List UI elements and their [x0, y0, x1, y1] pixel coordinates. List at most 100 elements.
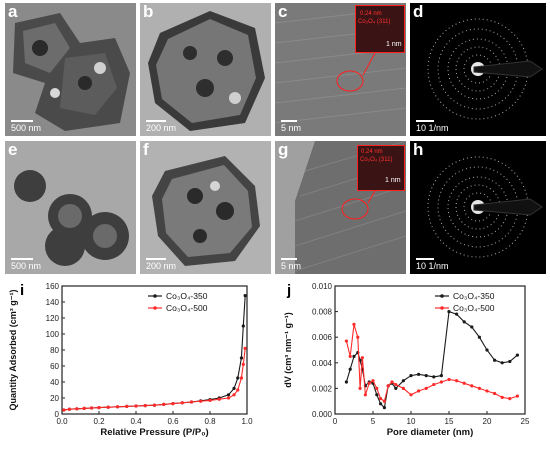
data-point-1: [424, 386, 428, 390]
data-point-0: [409, 374, 413, 378]
data-point-1: [432, 382, 436, 387]
y-tick-label: 0.000: [312, 410, 333, 419]
legend-label-1: Co₃O₄-500: [453, 303, 495, 313]
scale-bar-e: [11, 258, 33, 260]
data-point-1: [390, 380, 394, 384]
inset-scale-c: 1 nm: [386, 41, 402, 48]
legend-marker-0: [153, 294, 157, 298]
x-tick-label: 0.0: [56, 417, 68, 426]
data-point-1: [462, 381, 466, 385]
series-line-0: [63, 295, 246, 411]
micrograph-panel-c: 0.24 nm Co₃O₄ (311) 1 nm c 5 nm: [275, 3, 406, 136]
series-line-0: [345, 310, 518, 409]
data-point-1: [241, 362, 245, 366]
panel-label-b: b: [143, 3, 154, 21]
micrograph-image-e: [5, 141, 136, 274]
pore-distribution-chart-j: j 0 5 10 15 20 25 0.000 0.002 0.004 0.006 0.008 0.01…: [283, 282, 530, 438]
hrtem-inset-g: [357, 145, 405, 191]
data-point-0: [241, 324, 245, 328]
y-tick-label: 100: [46, 330, 60, 339]
data-point-0: [432, 375, 436, 379]
data-point-0: [232, 386, 236, 390]
micrograph-image-f: [140, 141, 271, 274]
micrograph-panel-b: b 200 nm: [140, 3, 271, 136]
hrtem-inset-c: [355, 5, 405, 53]
data-point-1: [515, 394, 519, 398]
data-point-0: [226, 393, 231, 397]
saed-panel-h: h 10 1/nm: [410, 141, 546, 274]
x-tick-label: 0.4: [130, 417, 142, 426]
data-point-0: [493, 358, 497, 362]
panel-label-a: a: [8, 3, 18, 21]
data-point-0: [382, 406, 386, 410]
scale-text-a: 500 nm: [11, 123, 42, 133]
scale-text-h: 10 1/nm: [416, 261, 449, 271]
y-tick-label: 40: [50, 378, 59, 387]
series-line-1: [345, 324, 518, 403]
data-point-1: [358, 386, 362, 390]
data-point-0: [401, 379, 405, 383]
x-axis-label: Relative Pressure (P/P₀): [100, 427, 208, 438]
data-point-1: [90, 406, 94, 410]
data-point-1: [485, 389, 489, 393]
x-tick-label: 0.2: [93, 417, 105, 426]
y-tick-label: 0: [55, 410, 60, 419]
data-point-1: [382, 399, 386, 403]
series-line-1: [63, 348, 246, 411]
data-point-1: [82, 406, 86, 410]
inset-spacing-c: 0.24 nm: [360, 11, 382, 17]
saed-pattern-d: [410, 3, 546, 136]
y-axis-label: Quantity Adsorbed (cm³ g⁻¹): [8, 290, 18, 411]
x-tick-label: 25: [521, 417, 530, 426]
data-point-1: [401, 386, 405, 390]
data-point-1: [367, 381, 371, 385]
micrograph-panel-e: e 500 nm: [5, 141, 136, 274]
plot-frame: [334, 285, 526, 415]
scale-text-b: 200 nm: [146, 123, 177, 133]
micrograph-panel-g: 0.24 nm Co₃O₄ (311) 1 nm g 5 nm: [275, 141, 406, 274]
data-point-0: [352, 354, 356, 358]
data-point-1: [208, 398, 212, 402]
saed-pattern-h: [410, 141, 546, 274]
y-tick-label: 80: [50, 346, 59, 355]
data-point-1: [409, 393, 413, 397]
panel-label-i: i: [20, 282, 24, 299]
data-point-1: [180, 401, 184, 405]
data-point-0: [375, 393, 379, 397]
data-point-1: [500, 395, 504, 399]
y-tick-label: 20: [50, 394, 59, 403]
legend-marker-1: [153, 306, 157, 310]
data-point-0: [447, 310, 451, 314]
data-point-1: [152, 403, 157, 407]
data-point-0: [344, 380, 348, 384]
data-point-1: [348, 354, 352, 358]
data-point-1: [171, 402, 175, 406]
data-point-1: [143, 404, 147, 408]
y-axis-label: dV (cm³ nm⁻¹ g⁻¹): [283, 312, 293, 388]
data-point-0: [439, 374, 443, 378]
data-point-1: [75, 407, 79, 411]
panel-label-c: c: [278, 3, 288, 21]
data-point-1: [62, 408, 66, 412]
scale-bar-d: [416, 120, 434, 122]
data-point-1: [344, 339, 348, 343]
data-point-0: [394, 386, 398, 390]
data-point-1: [232, 393, 236, 397]
data-point-0: [508, 359, 512, 364]
data-point-1: [243, 346, 247, 350]
x-tick-label: 0.8: [204, 417, 216, 426]
scale-bar-g: [281, 258, 297, 260]
data-point-1: [236, 388, 240, 392]
y-tick-label: 120: [46, 314, 60, 323]
scale-bar-a: [11, 120, 33, 122]
data-point-1: [226, 396, 231, 400]
legend-label-0: Co₃O₄-350: [166, 291, 208, 301]
data-point-0: [379, 402, 383, 406]
plot-frame: [61, 285, 248, 415]
data-point-0: [470, 325, 474, 329]
y-tick-label: 140: [46, 298, 60, 307]
data-point-1: [455, 379, 459, 383]
data-point-1: [125, 404, 129, 408]
data-point-0: [417, 372, 421, 376]
scale-bar-c: [281, 120, 297, 122]
